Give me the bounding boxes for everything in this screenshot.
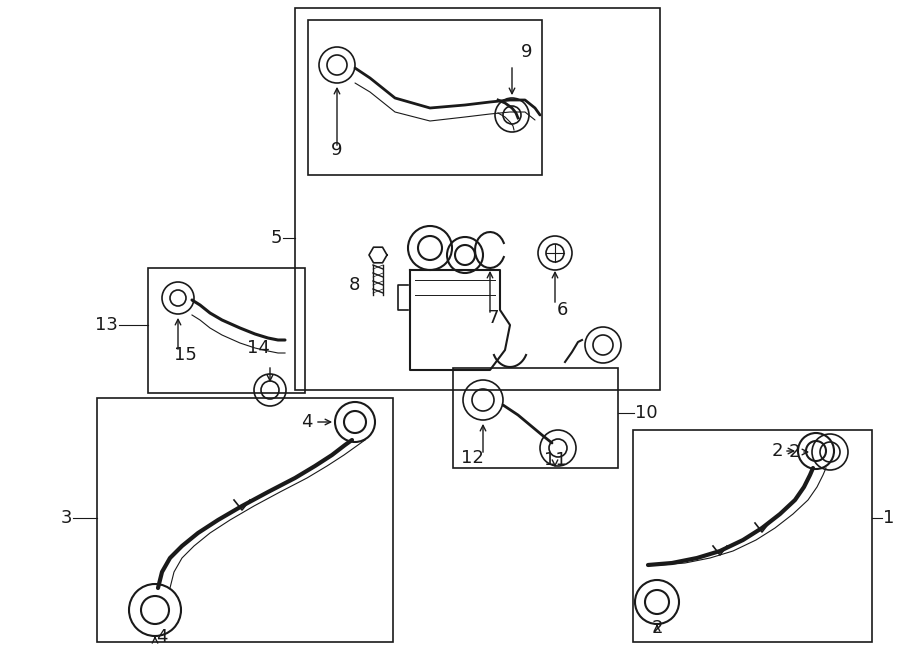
Text: 6: 6 (556, 301, 568, 319)
Bar (148, 268, 305, 393)
Text: 15: 15 (174, 346, 196, 364)
Text: 4: 4 (302, 413, 313, 431)
Text: 2: 2 (652, 619, 662, 637)
Text: 12: 12 (461, 449, 483, 467)
Text: 2: 2 (788, 443, 800, 461)
Text: 10: 10 (635, 404, 658, 422)
Text: 5: 5 (271, 229, 282, 247)
Text: 9: 9 (521, 43, 533, 61)
Bar (633, 430, 872, 642)
Text: 8: 8 (348, 276, 360, 294)
Text: 7: 7 (487, 309, 499, 327)
Text: 11: 11 (544, 451, 566, 469)
Bar (97, 398, 393, 642)
Text: 13: 13 (95, 316, 118, 334)
Text: 2: 2 (771, 442, 783, 460)
Text: 1: 1 (883, 509, 895, 527)
Text: 4: 4 (157, 628, 167, 646)
Bar (453, 368, 618, 468)
Text: 9: 9 (331, 141, 343, 159)
Bar (308, 20, 542, 175)
Text: 14: 14 (248, 339, 270, 357)
Bar (295, 8, 660, 390)
Text: 3: 3 (60, 509, 72, 527)
